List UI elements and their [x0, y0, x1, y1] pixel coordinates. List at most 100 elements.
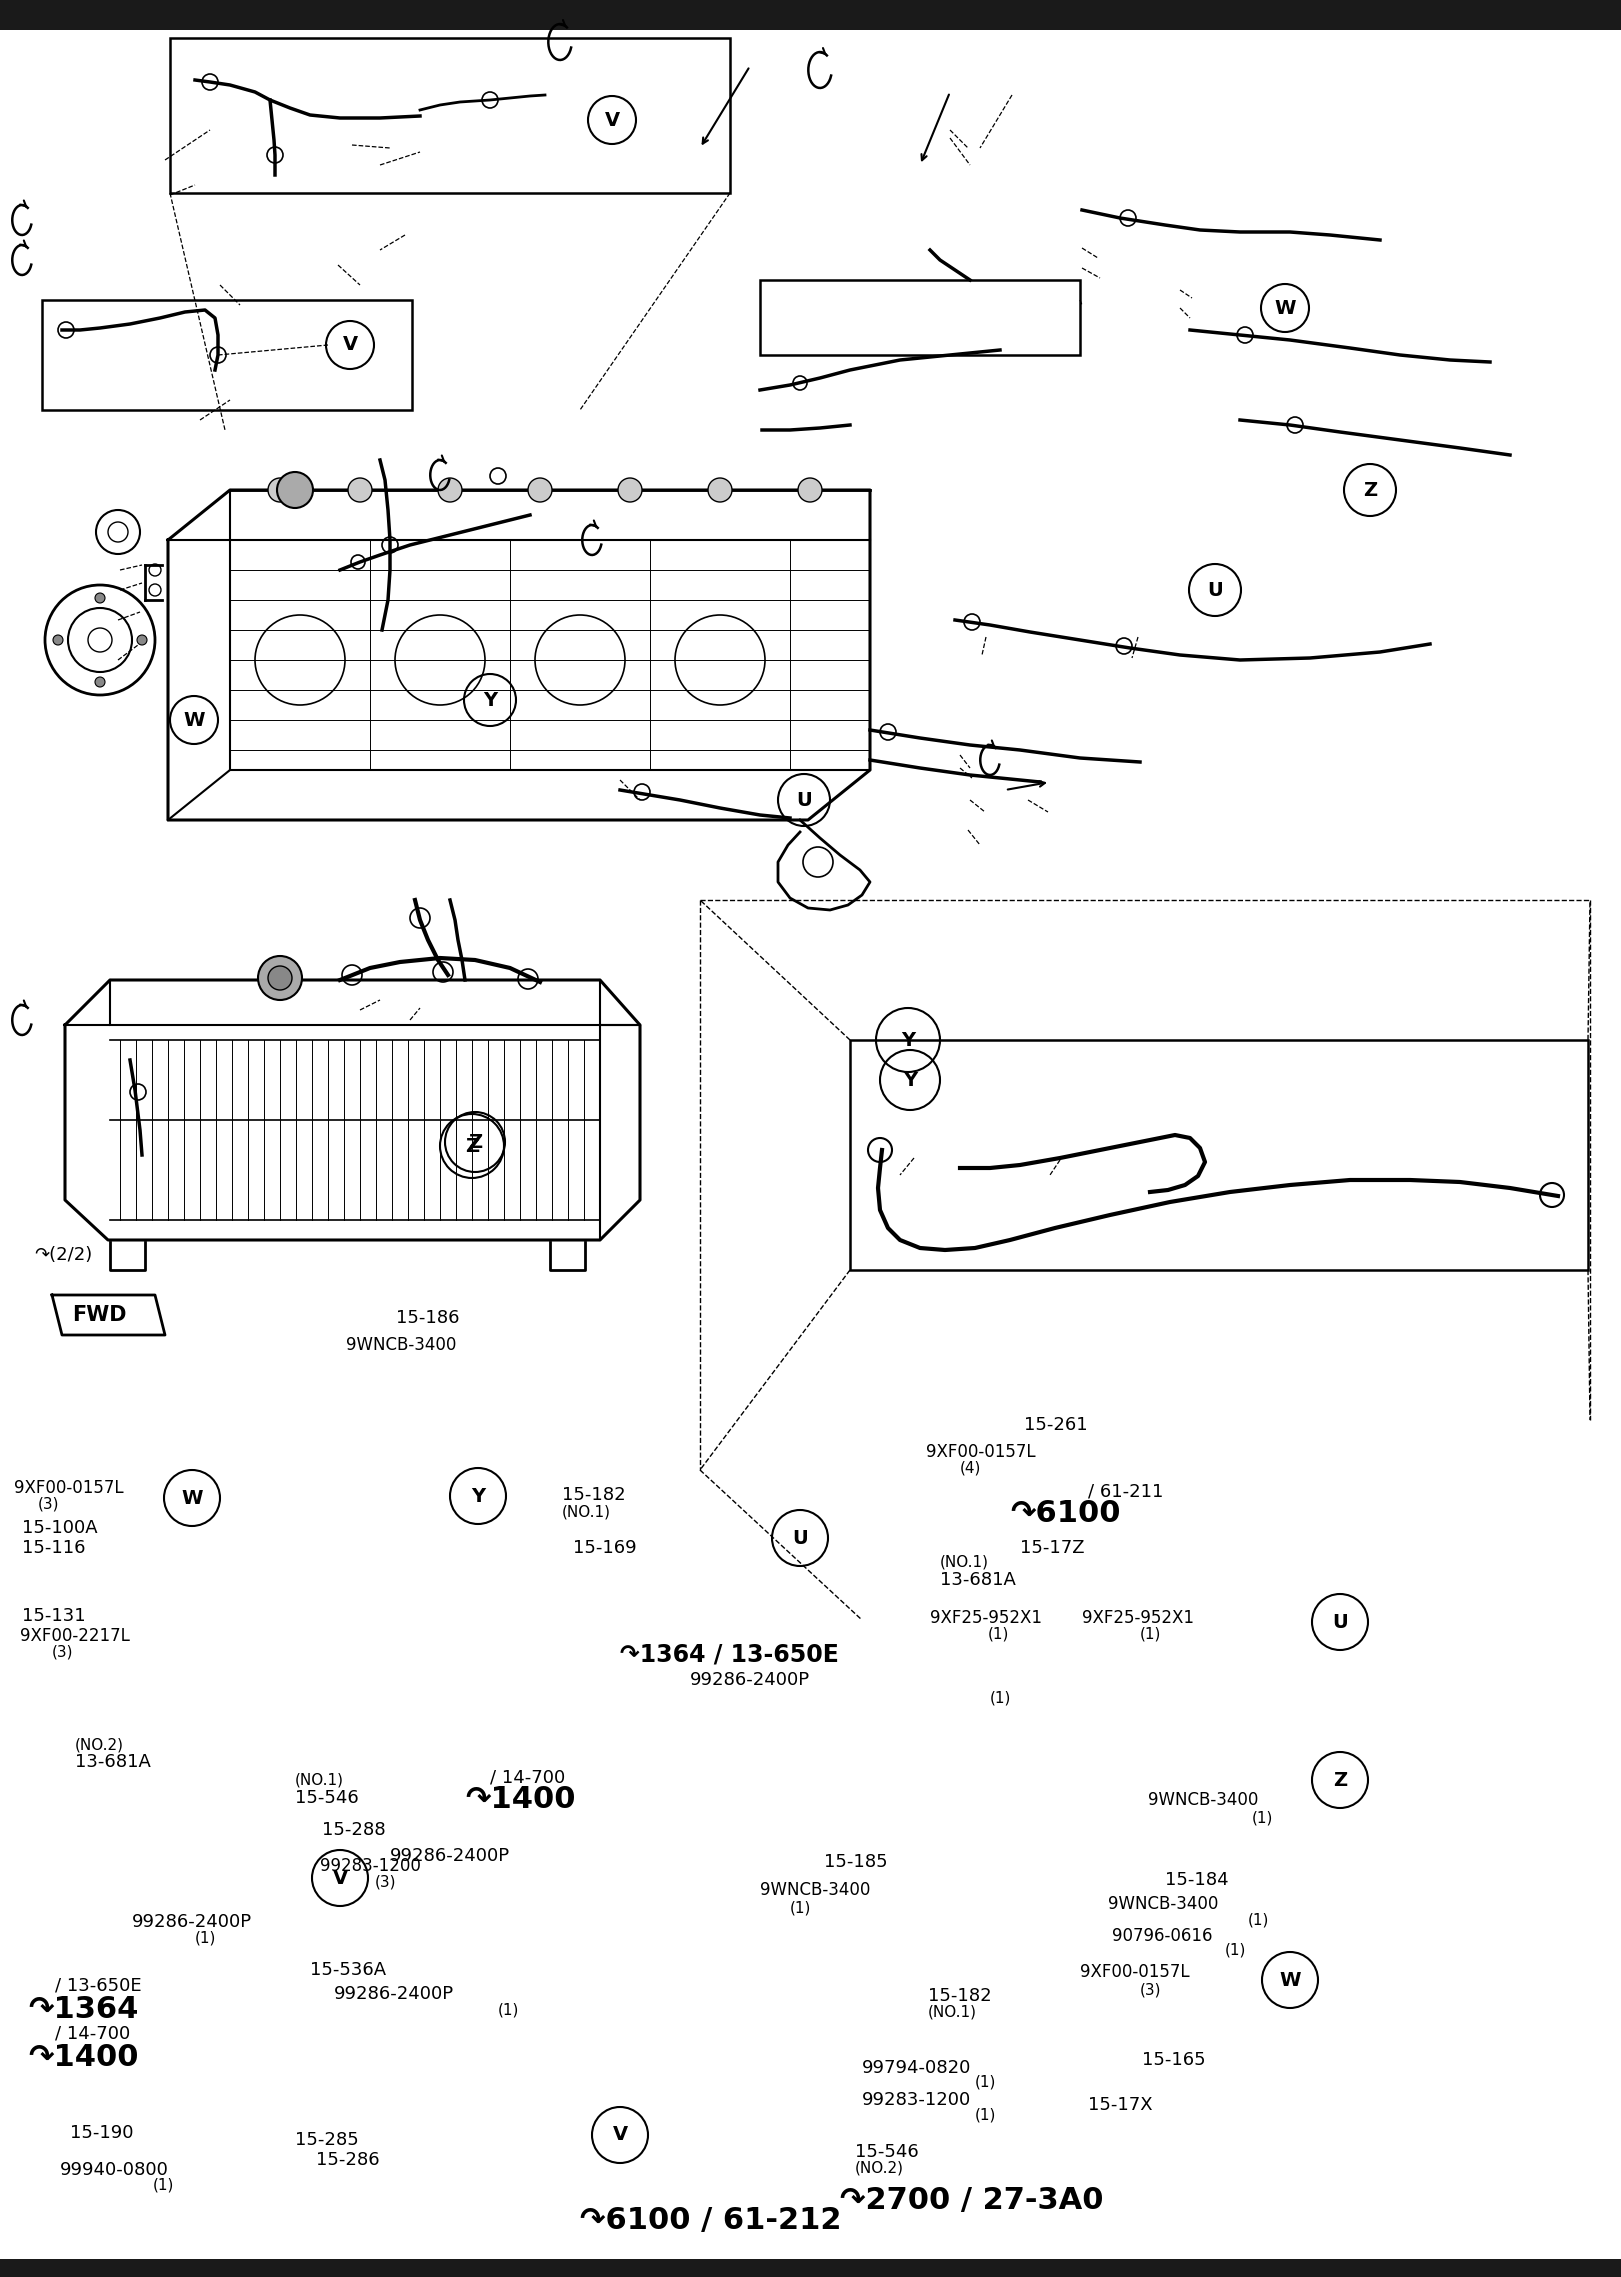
Text: (3): (3) — [52, 1644, 73, 1660]
Text: 15-182: 15-182 — [562, 1487, 626, 1505]
Circle shape — [267, 478, 292, 501]
Text: W: W — [1274, 298, 1295, 317]
Circle shape — [96, 676, 105, 688]
Text: ↷1400: ↷1400 — [28, 2042, 138, 2072]
Bar — [0, 2259, 1621, 2277]
Text: 15-190: 15-190 — [70, 2124, 133, 2143]
Text: (4): (4) — [960, 1460, 981, 1475]
Text: 15-116: 15-116 — [23, 1539, 86, 1557]
Text: 15-536A: 15-536A — [310, 1960, 386, 1979]
Circle shape — [798, 478, 822, 501]
Text: 9XF25-952X1: 9XF25-952X1 — [1081, 1610, 1195, 1628]
Text: (NO.1): (NO.1) — [562, 1505, 611, 1519]
Text: 99286-2400P: 99286-2400P — [334, 1986, 454, 2004]
Text: (NO.2): (NO.2) — [75, 1737, 123, 1753]
Text: (NO.1): (NO.1) — [940, 1555, 989, 1569]
Bar — [849, 1041, 1589, 1271]
Text: (1): (1) — [974, 2109, 997, 2122]
Text: (1): (1) — [1225, 1942, 1247, 1958]
Text: U: U — [1208, 581, 1222, 599]
Circle shape — [138, 635, 148, 644]
Text: 15-182: 15-182 — [927, 1988, 992, 2006]
Text: (1): (1) — [789, 1901, 812, 1915]
Text: 15-165: 15-165 — [1143, 2052, 1206, 2070]
Text: (1): (1) — [1251, 1810, 1274, 1826]
Text: (1): (1) — [152, 2177, 175, 2193]
Text: Z: Z — [1363, 480, 1378, 499]
Text: 15-546: 15-546 — [854, 2143, 919, 2161]
Text: 99283-1200: 99283-1200 — [862, 2090, 971, 2109]
Text: Y: Y — [901, 1031, 916, 1050]
Text: 15-100A: 15-100A — [23, 1519, 97, 1537]
Text: 15-184: 15-184 — [1165, 1872, 1229, 1890]
Text: ↷1400: ↷1400 — [465, 1785, 575, 1815]
Bar — [0, 0, 1621, 30]
Text: (1): (1) — [990, 1690, 1012, 1705]
Text: V: V — [613, 2124, 627, 2145]
Text: Y: Y — [903, 1070, 917, 1088]
Text: (1): (1) — [498, 2001, 519, 2017]
Text: 9WNCB-3400: 9WNCB-3400 — [345, 1337, 457, 1355]
Circle shape — [53, 635, 63, 644]
Circle shape — [528, 478, 553, 501]
Text: 15-131: 15-131 — [23, 1608, 86, 1626]
Text: 15-288: 15-288 — [323, 1822, 386, 1840]
Text: V: V — [605, 112, 619, 130]
Text: 9WNCB-3400: 9WNCB-3400 — [1109, 1894, 1219, 1913]
Text: 99286-2400P: 99286-2400P — [131, 1913, 253, 1931]
Text: 13-681A: 13-681A — [940, 1571, 1016, 1589]
Circle shape — [708, 478, 733, 501]
Text: (NO.1): (NO.1) — [295, 1772, 344, 1787]
Text: U: U — [793, 1528, 807, 1548]
Text: ↷1364 / 13-650E: ↷1364 / 13-650E — [619, 1644, 840, 1667]
Text: 9XF00-0157L: 9XF00-0157L — [15, 1480, 123, 1496]
Text: / 61-211: / 61-211 — [1088, 1482, 1164, 1501]
Bar — [760, 280, 1080, 355]
Text: Y: Y — [483, 690, 498, 710]
Text: U: U — [1332, 1612, 1349, 1633]
Text: Z: Z — [468, 1132, 481, 1152]
Text: (1): (1) — [989, 1626, 1010, 1642]
Text: 15-17X: 15-17X — [1088, 2097, 1153, 2113]
Text: ↷6100 / 61-212: ↷6100 / 61-212 — [580, 2206, 841, 2234]
Text: 9XF00-2217L: 9XF00-2217L — [19, 1628, 130, 1644]
Text: 99286-2400P: 99286-2400P — [691, 1671, 810, 1690]
Text: (NO.1): (NO.1) — [927, 2004, 977, 2020]
Text: V: V — [332, 1869, 347, 1888]
Text: 99286-2400P: 99286-2400P — [391, 1847, 511, 1865]
Text: FWD: FWD — [71, 1305, 126, 1325]
Text: (3): (3) — [37, 1496, 60, 1512]
Text: 15-261: 15-261 — [1024, 1416, 1088, 1435]
Circle shape — [349, 478, 371, 501]
Text: / 14-700: / 14-700 — [55, 2024, 130, 2042]
Text: (3): (3) — [1140, 1983, 1162, 1997]
Text: 13-681A: 13-681A — [75, 1753, 151, 1772]
Text: 15-185: 15-185 — [823, 1853, 888, 1872]
Text: 99940-0800: 99940-0800 — [60, 2161, 169, 2179]
Text: (1): (1) — [1140, 1626, 1161, 1642]
Circle shape — [96, 592, 105, 603]
Circle shape — [258, 956, 302, 1000]
Circle shape — [277, 471, 313, 508]
Text: 9WNCB-3400: 9WNCB-3400 — [1148, 1792, 1258, 1808]
Circle shape — [618, 478, 642, 501]
Text: Z: Z — [465, 1136, 480, 1154]
Text: 9WNCB-3400: 9WNCB-3400 — [760, 1881, 870, 1899]
Text: (NO.2): (NO.2) — [854, 2161, 905, 2175]
Text: W: W — [1279, 1970, 1300, 1990]
Bar — [170, 39, 729, 194]
Text: 15-286: 15-286 — [316, 2152, 379, 2170]
Circle shape — [438, 478, 462, 501]
Text: 90796-0616: 90796-0616 — [1112, 1926, 1213, 1945]
Text: 99794-0820: 99794-0820 — [862, 2058, 971, 2077]
Text: ↷1364: ↷1364 — [28, 1995, 138, 2024]
Text: U: U — [796, 790, 812, 811]
Text: W: W — [182, 1489, 203, 1507]
Text: Y: Y — [472, 1487, 485, 1505]
Text: / 13-650E: / 13-650E — [55, 1976, 141, 1995]
Text: 15-186: 15-186 — [396, 1309, 459, 1327]
Text: ↷6100: ↷6100 — [1010, 1501, 1120, 1528]
Text: 15-169: 15-169 — [572, 1539, 637, 1557]
Text: Z: Z — [1332, 1772, 1347, 1790]
Text: 9XF00-0157L: 9XF00-0157L — [1080, 1963, 1190, 1981]
